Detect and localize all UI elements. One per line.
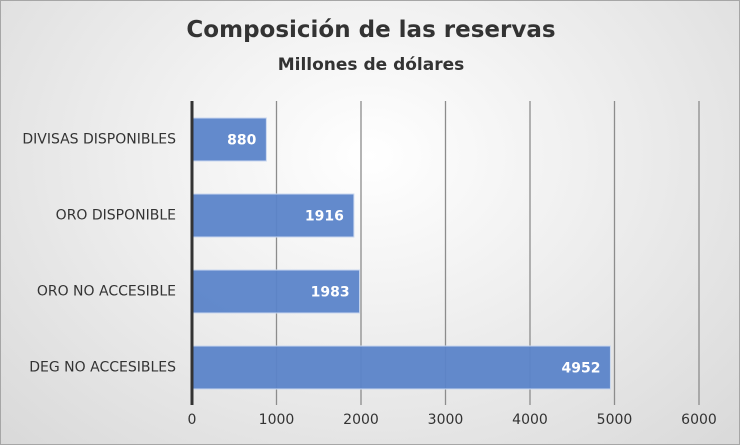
x-tick-label: 6000 xyxy=(681,412,717,428)
bar xyxy=(191,269,361,314)
data-label: 1916 xyxy=(305,209,344,225)
x-tick-label: 4000 xyxy=(512,412,548,428)
data-label: 880 xyxy=(227,133,256,149)
x-tick-label: 1000 xyxy=(259,412,295,428)
chart-subtitle: Millones de dólares xyxy=(277,55,465,75)
x-tick-label: 5000 xyxy=(597,412,633,428)
data-label: 1983 xyxy=(311,285,350,301)
x-tick-label: 3000 xyxy=(428,412,464,428)
category-label: ORO NO ACCESIBLE xyxy=(37,284,176,300)
bar xyxy=(191,193,355,238)
category-label: DIVISAS DISPONIBLES xyxy=(22,132,176,148)
chart-title: Composición de las reservas xyxy=(186,17,556,43)
x-tick-label: 0 xyxy=(188,412,197,428)
data-label: 4952 xyxy=(561,361,600,377)
x-tick-label: 2000 xyxy=(343,412,379,428)
bar xyxy=(191,345,611,390)
category-label: ORO DISPONIBLE xyxy=(56,208,176,224)
category-label: DEG NO ACCESIBLES xyxy=(29,360,176,376)
